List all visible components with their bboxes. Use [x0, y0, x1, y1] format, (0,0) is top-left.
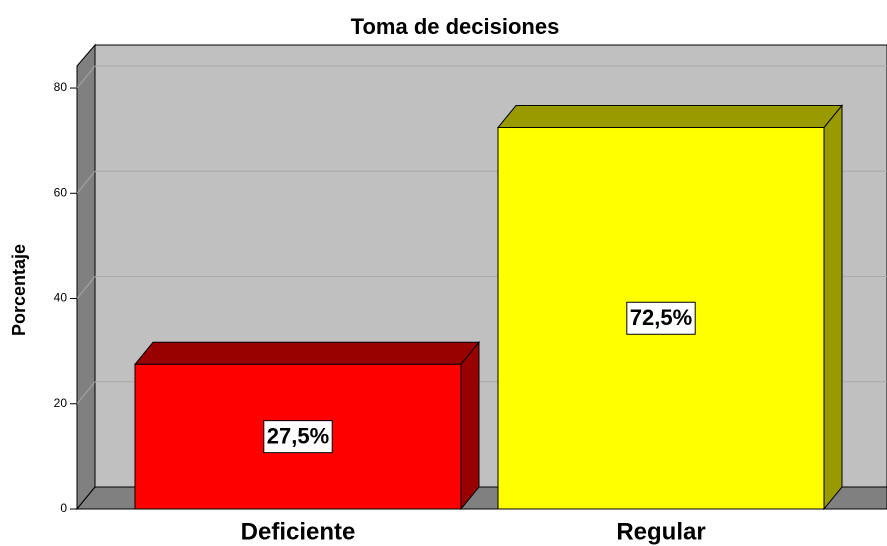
bar-top: [133, 341, 481, 365]
chart-title: Toma de decisiones: [351, 14, 560, 39]
x-tick-label: Deficiente: [241, 518, 356, 545]
y-tick-label: 40: [54, 291, 68, 305]
y-tick-label: 0: [60, 501, 67, 515]
bar-top: [496, 105, 844, 129]
y-tick-label: 20: [54, 396, 68, 410]
y-tick-label: 60: [54, 185, 68, 199]
grid-line: [76, 65, 96, 89]
bars: 27,5% 72,5%: [133, 104, 844, 511]
left-wall: [76, 43, 96, 511]
value-label: 72,5%: [630, 305, 692, 330]
y-axis-label: Porcentaje: [9, 244, 29, 336]
x-tick-label: Regular: [616, 518, 705, 545]
y-tick-label: 80: [54, 80, 68, 94]
bar-side: [823, 104, 843, 511]
value-label-box: [626, 301, 696, 335]
grid-line: [76, 170, 96, 194]
grid-line: [76, 381, 96, 405]
value-label: 27,5%: [267, 423, 329, 448]
value-label-box: [263, 420, 333, 454]
grid-line: [76, 276, 96, 299]
bar-side: [460, 340, 480, 511]
